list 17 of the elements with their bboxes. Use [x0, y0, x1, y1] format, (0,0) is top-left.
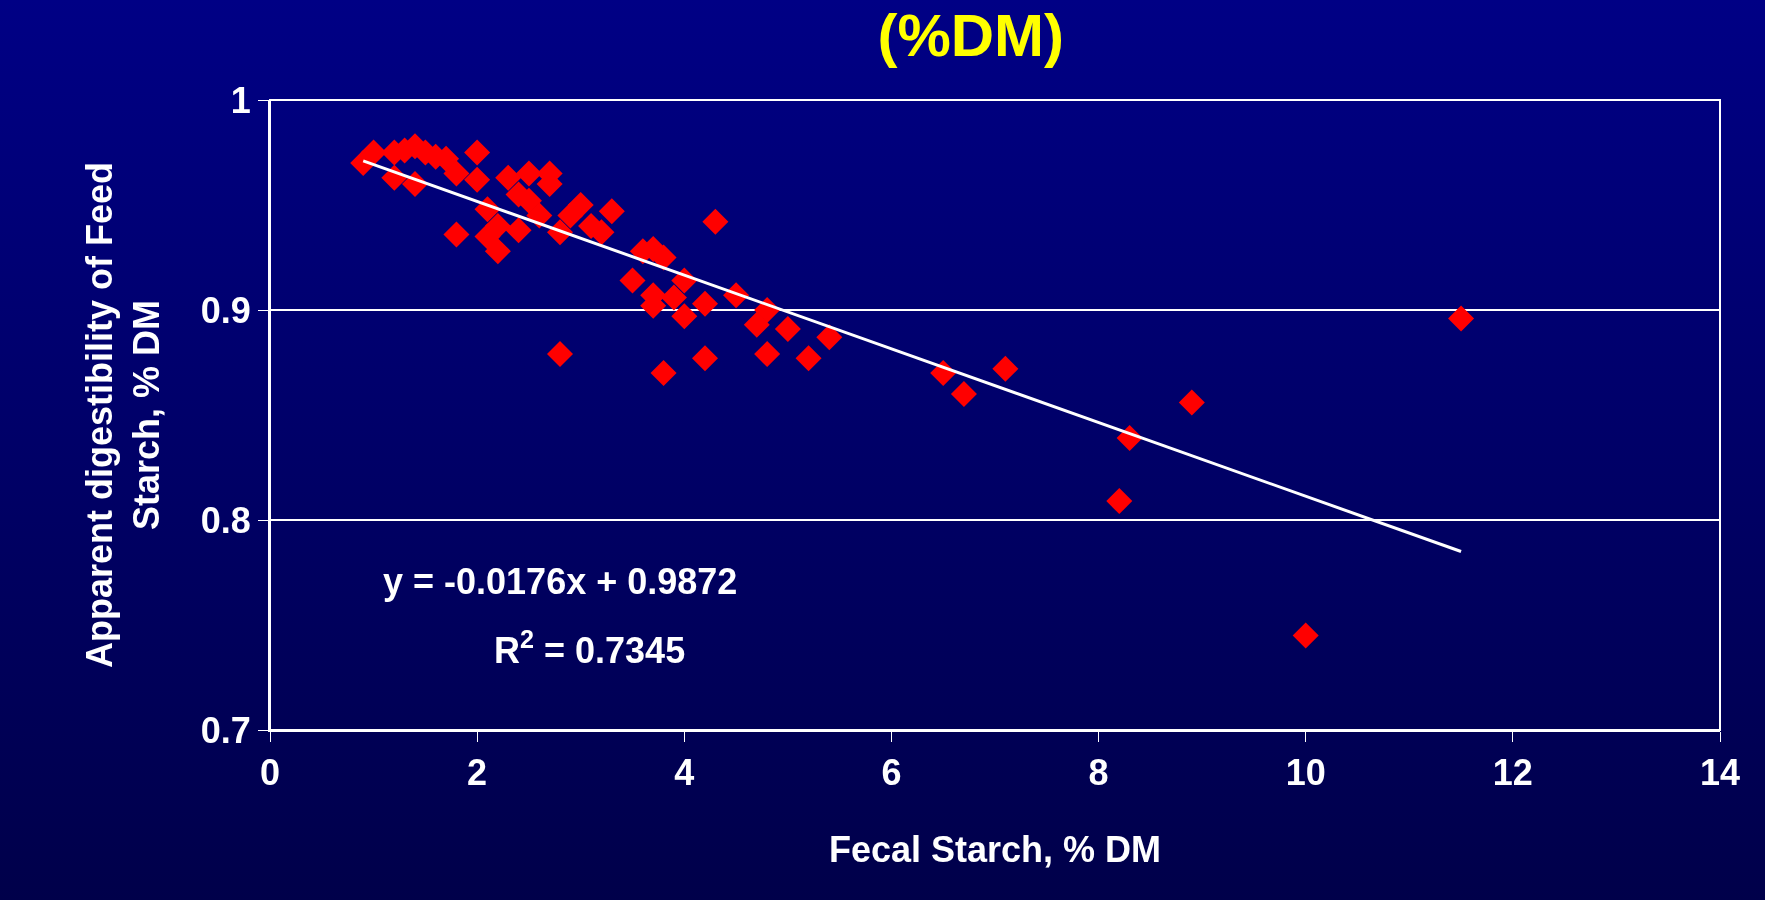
y-tick-label: 0.7 — [200, 709, 251, 751]
annotation: y = -0.0176x + 0.9872 — [383, 561, 738, 602]
x-axis-title: Fecal Starch, % DM — [828, 829, 1162, 871]
x-tick-label: 0 — [259, 752, 281, 794]
x-tick-label: 6 — [881, 752, 902, 794]
y-axis-title: Apparent digestibility of Feed Starch, % DM — [79, 161, 168, 669]
annotation: R$^{2}$ = 0.7345 — [494, 625, 686, 672]
x-tick-label: 14 — [1699, 752, 1741, 794]
chart-title: (%DM) — [877, 1, 1065, 69]
y-tick-label: 0.9 — [200, 289, 251, 331]
x-tick-label: 4 — [674, 752, 695, 794]
x-tick-label: 8 — [1088, 752, 1109, 794]
x-tick-label: 12 — [1492, 752, 1533, 794]
x-tick-label: 2 — [467, 752, 488, 794]
x-tick-label: 10 — [1285, 752, 1326, 794]
y-tick-label: 0.8 — [200, 499, 251, 541]
y-tick-label: 1 — [230, 79, 251, 121]
